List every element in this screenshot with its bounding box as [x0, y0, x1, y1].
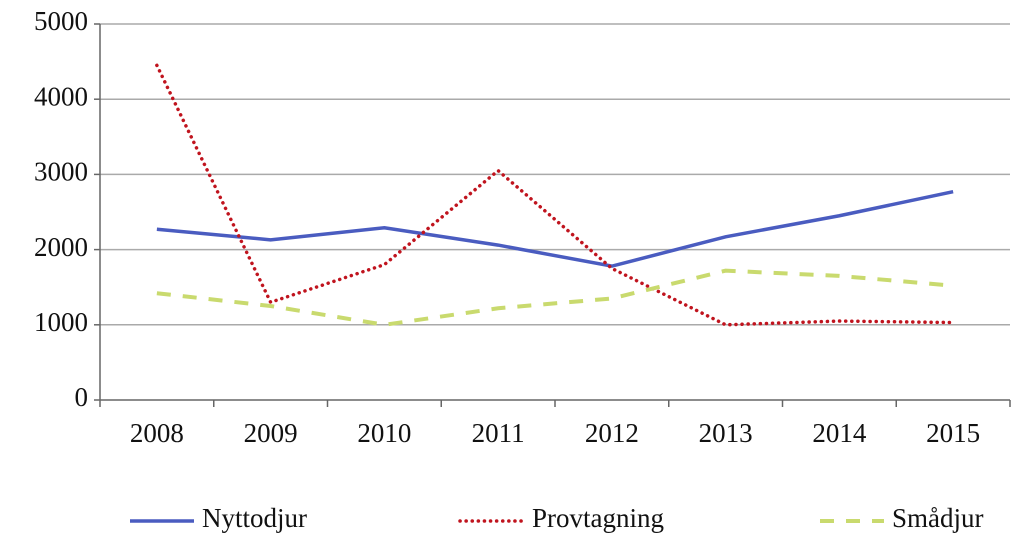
x-tick-label: 2013	[699, 418, 753, 448]
legend-label: Smådjur	[892, 503, 984, 533]
x-tick-label: 2008	[130, 418, 184, 448]
legend-label: Nyttodjur	[202, 503, 307, 533]
x-tick-label: 2015	[926, 418, 980, 448]
x-tick-label: 2012	[585, 418, 639, 448]
legend-label: Provtagning	[532, 503, 664, 533]
series-line	[155, 63, 955, 327]
series-line	[156, 268, 954, 327]
x-tick-label: 2011	[472, 418, 525, 448]
y-tick-label: 2000	[34, 232, 88, 262]
y-tick-label: 3000	[34, 157, 88, 187]
y-tick-label: 0	[75, 382, 89, 412]
x-tick-label: 2014	[812, 418, 867, 448]
y-tick-label: 4000	[34, 81, 88, 111]
x-tick-label: 2010	[357, 418, 411, 448]
series-line	[156, 189, 954, 268]
x-tick-label: 2009	[244, 418, 298, 448]
y-tick-label: 5000	[34, 6, 88, 36]
y-tick-label: 1000	[34, 307, 88, 337]
